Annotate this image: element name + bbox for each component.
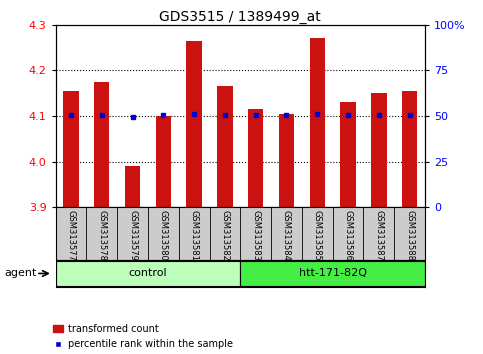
Text: GSM313586: GSM313586 [343, 210, 353, 261]
Text: GSM313587: GSM313587 [374, 210, 384, 261]
Bar [341, 102, 356, 207]
Text: GSM313584: GSM313584 [282, 210, 291, 261]
Text: agent: agent [5, 268, 37, 279]
Bar [56, 261, 241, 286]
Bar [402, 91, 417, 207]
Bar [125, 166, 140, 207]
Bar [217, 86, 233, 207]
Title: GDS3515 / 1389499_at: GDS3515 / 1389499_at [159, 10, 321, 24]
Text: htt-171-82Q: htt-171-82Q [298, 268, 367, 279]
Bar [156, 116, 171, 207]
Text: GSM313585: GSM313585 [313, 210, 322, 261]
Bar [248, 109, 263, 207]
Text: GSM313580: GSM313580 [159, 210, 168, 261]
Bar [279, 114, 294, 207]
Bar [241, 261, 425, 286]
Bar [371, 93, 386, 207]
Bar [186, 41, 202, 207]
Bar [63, 91, 79, 207]
Text: GSM313578: GSM313578 [97, 210, 106, 261]
Text: GSM313588: GSM313588 [405, 210, 414, 261]
Legend: transformed count, percentile rank within the sample: transformed count, percentile rank withi… [53, 324, 233, 349]
Text: GSM313582: GSM313582 [220, 210, 229, 261]
Text: control: control [128, 268, 167, 279]
Bar [94, 82, 110, 207]
Text: GSM313577: GSM313577 [67, 210, 75, 261]
Text: GSM313579: GSM313579 [128, 210, 137, 261]
Text: GSM313583: GSM313583 [251, 210, 260, 261]
Bar [310, 39, 325, 207]
Text: GSM313581: GSM313581 [190, 210, 199, 261]
